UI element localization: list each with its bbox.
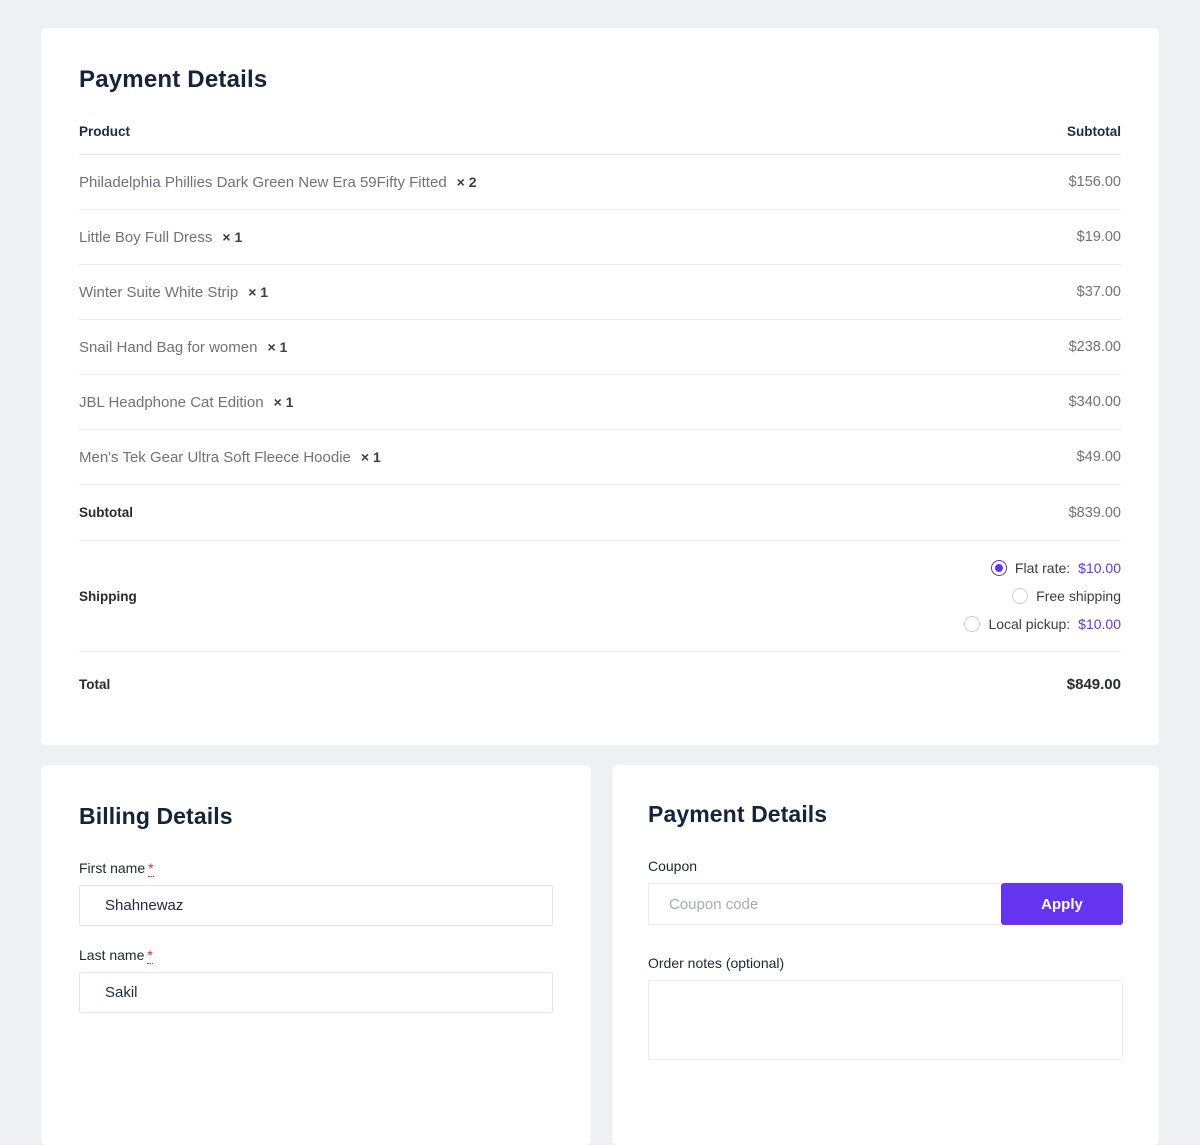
subtotal-row: Subtotal $839.00 [79, 485, 1121, 541]
radio-button-icon[interactable] [964, 616, 981, 632]
checkout-page: Payment Details Product Subtotal Philade… [0, 28, 1200, 1145]
order-item-subtotal: $340.00 [1068, 394, 1121, 410]
coupon-input[interactable] [648, 883, 1001, 925]
order-summary-title: Payment Details [79, 66, 268, 93]
order-item-quantity: × 1 [267, 338, 288, 355]
order-item-name-cell: Little Boy Full Dress × 1 [79, 229, 242, 246]
payment-details-card: Payment Details Coupon Apply Order notes… [612, 765, 1159, 1145]
shipping-option[interactable]: Flat rate: $10.00 [990, 560, 1121, 576]
column-header-product: Product [79, 124, 131, 139]
payment-details-title: Payment Details [648, 801, 828, 827]
total-label: Total [79, 677, 111, 692]
total-value: $849.00 [1066, 676, 1121, 693]
shipping-option-label: Local pickup: [988, 616, 1071, 632]
order-items-list: Philadelphia Phillies Dark Green New Era… [79, 155, 1121, 485]
required-asterisk: * [148, 860, 154, 877]
order-item-name: Philadelphia Phillies Dark Green New Era… [79, 173, 447, 191]
order-item-name-cell: Winter Suite White Strip × 1 [79, 284, 268, 301]
order-item-subtotal: $49.00 [1076, 449, 1121, 465]
order-item-name: Winter Suite White Strip [79, 283, 239, 301]
shipping-row: Shipping Flat rate: $10.00 Free shipping Lo… [79, 541, 1121, 652]
billing-field-label: First name * [79, 860, 553, 877]
total-row: Total $849.00 [79, 652, 1121, 693]
order-item-row: Snail Hand Bag for women × 1 $238.00 [79, 320, 1121, 375]
subtotal-value: $839.00 [1068, 504, 1121, 521]
order-item-row: Men's Tek Gear Ultra Soft Fleece Hoodie ×… [79, 430, 1121, 485]
billing-field-label-text: First name [79, 860, 146, 876]
order-item-quantity: × 1 [360, 448, 381, 465]
order-item-name: Men's Tek Gear Ultra Soft Fleece Hoodie [79, 448, 351, 466]
apply-button[interactable]: Apply [1001, 883, 1123, 925]
order-item-quantity: × 1 [222, 228, 243, 245]
first-name-input[interactable] [79, 885, 553, 926]
bottom-section: Billing Details First name*Last name* Pa… [41, 765, 1159, 1145]
billing-fields: First name*Last name* [79, 860, 553, 1034]
order-item-row: Philadelphia Phillies Dark Green New Era… [79, 155, 1121, 210]
order-item-name: Snail Hand Bag for women [79, 338, 258, 356]
order-item-name-cell: Snail Hand Bag for women × 1 [79, 339, 287, 356]
order-item-quantity: × 1 [273, 393, 294, 410]
coupon-row: Apply [648, 883, 1123, 925]
order-item-row: Little Boy Full Dress × 1 $19.00 [79, 210, 1121, 265]
order-item-subtotal: $156.00 [1068, 174, 1121, 190]
radio-button-icon[interactable] [1012, 588, 1029, 604]
shipping-option-price: $10.00 [1078, 616, 1121, 632]
order-item-row: Winter Suite White Strip × 1 $37.00 [79, 265, 1121, 320]
billing-field-label-text: Last name [79, 947, 145, 963]
coupon-label: Coupon [648, 858, 698, 874]
order-notes-label: Order notes (optional) [648, 955, 785, 971]
billing-details-title: Billing Details [79, 803, 233, 829]
order-item-name: Little Boy Full Dress [79, 228, 213, 246]
order-notes-textarea[interactable] [648, 980, 1123, 1060]
last-name-input[interactable] [79, 972, 553, 1013]
subtotal-label: Subtotal [79, 505, 133, 520]
order-item-subtotal: $19.00 [1076, 229, 1121, 245]
order-item-quantity: × 2 [456, 173, 477, 190]
order-item-subtotal: $238.00 [1068, 339, 1121, 355]
radio-button-icon[interactable] [990, 560, 1007, 576]
column-header-subtotal: Subtotal [1067, 124, 1121, 139]
order-item-subtotal: $37.00 [1076, 284, 1121, 300]
order-table-header: Product Subtotal [79, 124, 1121, 155]
required-asterisk: * [147, 947, 153, 964]
shipping-option-label: Free shipping [1036, 588, 1121, 604]
order-item-name-cell: Men's Tek Gear Ultra Soft Fleece Hoodie ×… [79, 449, 381, 466]
billing-details-card: Billing Details First name*Last name* [41, 765, 591, 1145]
order-item-name: JBL Headphone Cat Edition [79, 393, 264, 411]
order-summary-card: Payment Details Product Subtotal Philade… [41, 28, 1159, 745]
shipping-label: Shipping [79, 588, 137, 604]
shipping-option[interactable]: Free shipping [1012, 588, 1121, 604]
shipping-option[interactable]: Local pickup: $10.00 [964, 616, 1121, 632]
shipping-option-label: Flat rate: [1014, 560, 1071, 576]
order-item-row: JBL Headphone Cat Edition × 1 $340.00 [79, 375, 1121, 430]
order-item-name-cell: Philadelphia Phillies Dark Green New Era… [79, 174, 477, 191]
billing-field-label: Last name * [79, 947, 553, 964]
order-item-name-cell: JBL Headphone Cat Edition × 1 [79, 394, 293, 411]
shipping-options: Flat rate: $10.00 Free shipping Local picku… [964, 560, 1121, 632]
shipping-option-price: $10.00 [1078, 560, 1121, 576]
order-item-quantity: × 1 [248, 283, 269, 300]
